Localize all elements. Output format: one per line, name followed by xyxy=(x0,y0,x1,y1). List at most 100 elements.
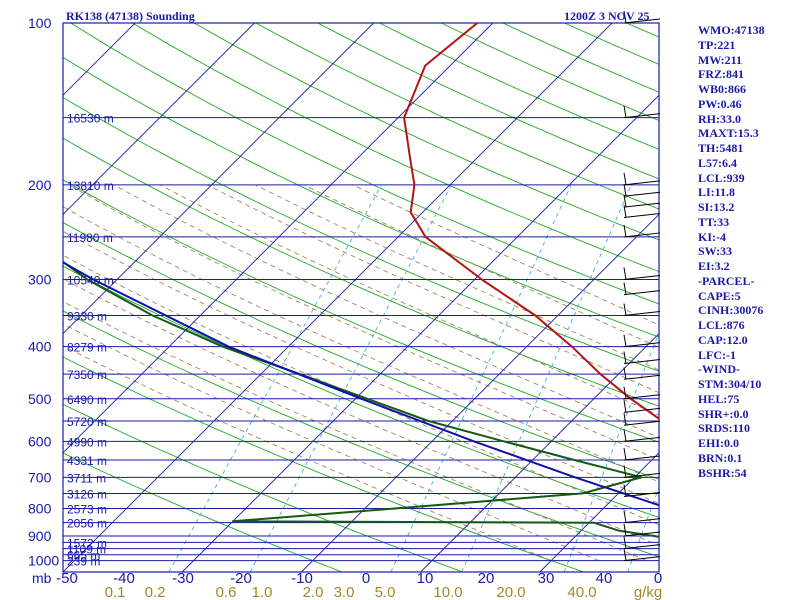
wind-barb-flag xyxy=(623,465,627,478)
index-15: SW:33 xyxy=(698,244,733,259)
index-9: L57:6.4 xyxy=(698,155,737,170)
dry-adiabat xyxy=(63,265,659,518)
wind-barb xyxy=(623,342,661,348)
mixing-ratio-line xyxy=(168,184,382,572)
wind-barb-flag xyxy=(623,224,627,238)
moist-adiabat xyxy=(113,184,659,439)
isobars xyxy=(62,22,660,573)
temp-tick: 0 xyxy=(362,570,370,587)
mixing-ratio-label: 3.0 xyxy=(334,584,355,600)
wind-barb xyxy=(623,180,661,186)
index-4: WB0:866 xyxy=(698,82,746,96)
dry-adiabat xyxy=(63,310,659,558)
moist-adiabat xyxy=(63,206,659,483)
index-13: TT:33 xyxy=(698,214,730,229)
mixing-ratio-label: 5.0 xyxy=(375,584,396,600)
mixing-ratio-line xyxy=(249,184,452,572)
height-label: 13810 m xyxy=(67,179,114,193)
height-label: 4331 m xyxy=(67,454,107,468)
wind-barb xyxy=(623,518,661,524)
dry-adiabat xyxy=(63,56,659,338)
temp-tick: -40 xyxy=(113,570,135,587)
wind-barb-flag xyxy=(623,172,627,185)
mixing-ratio-label: 40.0 xyxy=(567,584,596,600)
wind-barb xyxy=(623,436,661,442)
dry-adiabat xyxy=(63,96,659,372)
height-label: 8279 m xyxy=(67,341,107,355)
wind-barb-flag xyxy=(623,282,627,295)
wind-barb xyxy=(623,374,661,380)
wind-barb-flag xyxy=(623,400,627,413)
wind-barb-flag xyxy=(623,205,627,218)
temp-tick: -50 xyxy=(56,570,78,587)
wind-barb-flag xyxy=(623,429,627,442)
wind-barb xyxy=(623,394,661,400)
mixing-ratio-line xyxy=(390,184,572,572)
wind-barb xyxy=(623,310,661,316)
pressure-tick: 600 xyxy=(28,433,52,449)
wind-barb xyxy=(623,407,661,413)
wind-barb xyxy=(623,290,661,296)
wind-barb xyxy=(623,472,661,478)
index-26: SHR+:0.0 xyxy=(698,406,749,421)
pressure-tick: 400 xyxy=(28,339,52,355)
wind-barb-flag xyxy=(623,447,627,461)
index-0: WMO:47138 xyxy=(698,23,765,37)
plot-frame xyxy=(62,22,660,573)
index-1: TP:221 xyxy=(698,37,736,52)
index-12: SI:13.2 xyxy=(698,200,735,214)
pressure-tick: 100 xyxy=(28,15,52,31)
wind-barb xyxy=(623,202,661,208)
isotherm xyxy=(301,213,659,572)
index-6: RH:33.0 xyxy=(698,111,741,126)
index-10: LCL:939 xyxy=(698,170,745,185)
wind-barb-flag xyxy=(623,548,627,561)
moist-adiabat xyxy=(207,184,659,394)
height-label: 3126 m xyxy=(67,487,107,501)
isotherm xyxy=(63,23,613,572)
index-18: CAPE:5 xyxy=(698,288,741,303)
temp-tick: 20 xyxy=(478,570,495,587)
index-23: -WIND- xyxy=(698,362,740,377)
dry-adiabat xyxy=(63,179,659,443)
wind-barb-flag xyxy=(623,484,627,497)
height-label: 1109 m xyxy=(67,543,106,557)
wind-barb xyxy=(623,455,661,461)
index-22: LFC:-1 xyxy=(698,347,736,362)
y-unit-label: mb xyxy=(32,570,52,586)
index-28: EHI:0.0 xyxy=(698,436,740,450)
mixing-unit-label: g/kg xyxy=(634,584,662,600)
mixing-ratio-label: 0.6 xyxy=(216,584,237,600)
mixing-ratio-line xyxy=(461,184,632,572)
wind-barb xyxy=(623,531,661,537)
wind-barb-flag xyxy=(623,386,627,399)
index-2: MW:211 xyxy=(698,52,742,67)
wind-barb-flag xyxy=(623,334,627,347)
index-29: BRN:0.1 xyxy=(698,450,743,465)
isotherms xyxy=(63,23,659,572)
dry-adiabat xyxy=(63,403,464,572)
index-16: EI:3.2 xyxy=(698,259,730,273)
dry-adiabat xyxy=(63,222,659,480)
wind-barb xyxy=(623,212,661,218)
pressure-tick: 700 xyxy=(28,469,52,485)
height-label: 6490 m xyxy=(67,393,107,407)
temp-tick: 10 xyxy=(417,570,434,587)
mixing-ratio-label: 2.0 xyxy=(303,584,324,600)
mixing-ratio-label: 1.0 xyxy=(252,584,273,600)
mixing-ratio-label: 10.0 xyxy=(433,584,462,600)
mixing-ratio-label: 20.0 xyxy=(496,584,525,600)
wind-barbs xyxy=(623,10,661,562)
wind-barb-flag xyxy=(623,303,627,316)
station-title: RK138 (47138) Sounding xyxy=(66,9,195,23)
index-25: HEL:75 xyxy=(698,391,740,406)
stability-indices: WMO:47138 TP:221 MW:211 FRZ:841 WB0:866 PW:0.… xyxy=(698,23,798,480)
temp-tick: -20 xyxy=(230,570,252,587)
index-14: KI:-4 xyxy=(698,229,726,244)
pressure-tick: 900 xyxy=(28,528,52,544)
temp-tick: -30 xyxy=(172,570,194,587)
isotherm xyxy=(63,23,374,335)
